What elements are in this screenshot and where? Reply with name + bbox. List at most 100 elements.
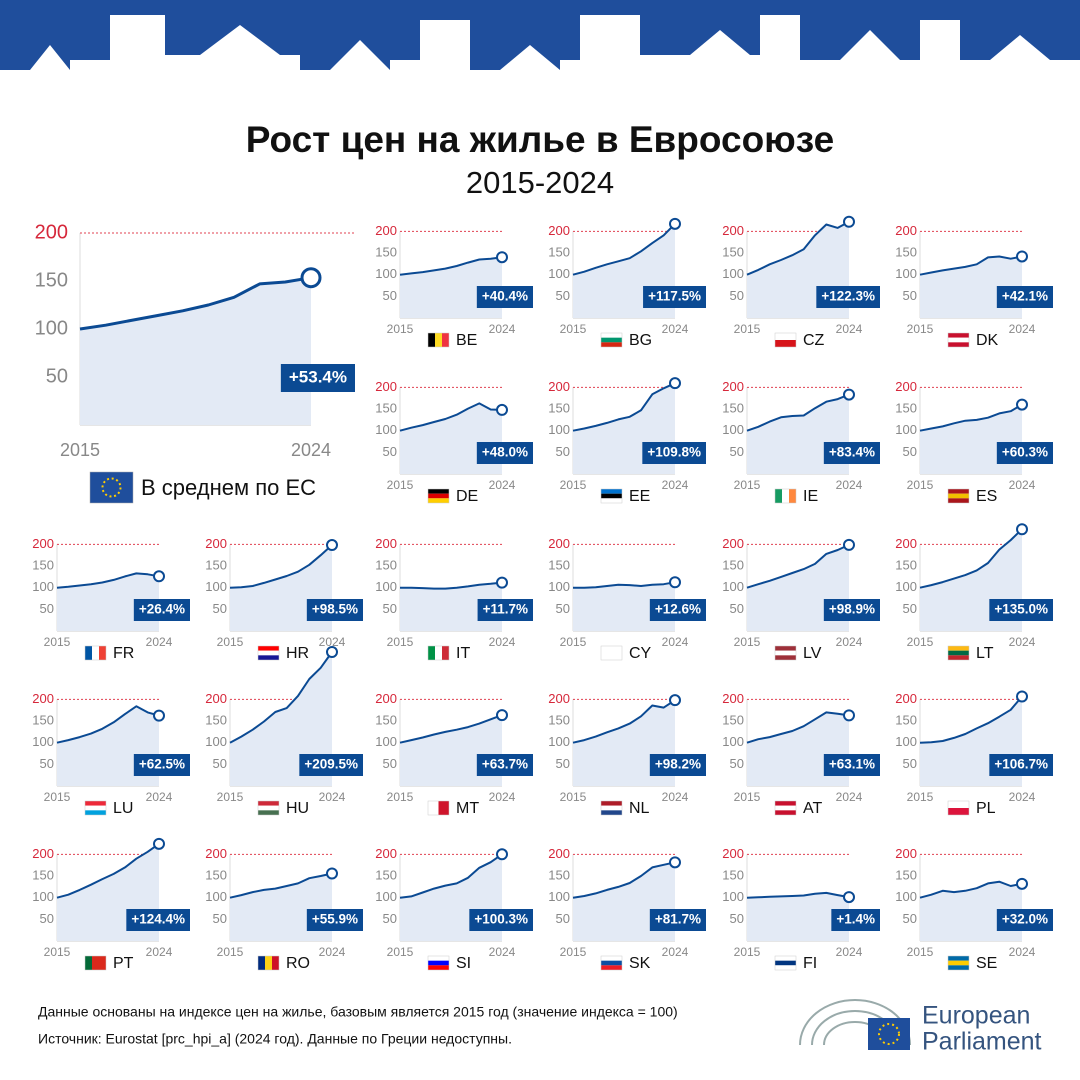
flag-stripe [948, 342, 969, 347]
flag-border [427, 332, 450, 348]
line [572, 861, 676, 899]
area [80, 277, 311, 425]
change-badge [299, 754, 363, 776]
y-tick-label: 100 [375, 734, 397, 749]
flag-border [427, 800, 450, 816]
change-badge [816, 286, 880, 308]
y-tick-label: 150 [205, 712, 227, 727]
x-tick-label: 2015 [907, 635, 934, 649]
y-tick-label: 200 [205, 536, 227, 551]
flag-stripe [601, 342, 622, 347]
end-marker [496, 709, 508, 722]
flag-stripe [442, 333, 449, 347]
y-tick-label: 200 [895, 846, 917, 861]
y-tick-label: 50 [46, 365, 68, 387]
y-tick-label: 150 [35, 269, 68, 291]
flag-stripe [948, 956, 969, 961]
flag-stripe [92, 956, 99, 970]
area [747, 712, 849, 786]
line [79, 276, 312, 331]
x-tick-label: 2024 [662, 322, 689, 336]
y-tick-label: 200 [548, 223, 570, 238]
end-marker [153, 570, 165, 583]
y-tick-label: 50 [556, 444, 570, 459]
line [229, 651, 333, 744]
country-label: PL [976, 800, 996, 817]
change-badge [996, 286, 1053, 308]
flag-stripe [601, 333, 622, 338]
country-label: FI [803, 955, 817, 972]
x-tick-label: 2024 [489, 478, 516, 492]
y-tick-label: 200 [722, 536, 744, 551]
line [919, 528, 1023, 589]
y-tick-label: 200 [375, 846, 397, 861]
y-tick-label: 50 [903, 288, 917, 303]
change-badge [133, 599, 190, 621]
footnote: Данные основаны на индексе цен на жилье,… [38, 1004, 678, 1020]
flag-border [600, 800, 623, 816]
flag-stripe [258, 646, 279, 651]
y-tick-label: 100 [548, 579, 570, 594]
change-label: +53.4% [289, 367, 347, 386]
end-marker [669, 217, 681, 230]
country-label: NL [629, 800, 650, 817]
flag-border [600, 332, 623, 348]
area [747, 394, 849, 474]
flag-border [774, 955, 797, 971]
y-tick-label: 50 [730, 756, 744, 771]
flag-stripe [775, 956, 796, 961]
x-tick-label: 2015 [387, 945, 414, 959]
x-tick-label: 2015 [387, 790, 414, 804]
flag-stripe [775, 960, 796, 966]
y-tick-label: 50 [40, 911, 54, 926]
change-label: +63.7% [482, 757, 528, 772]
country-label: HU [286, 800, 309, 817]
flag-stripe [428, 956, 449, 961]
y-tick-label: 150 [375, 400, 397, 415]
x-tick-label: 2024 [662, 790, 689, 804]
flag-border [427, 645, 450, 661]
y-tick-label: 100 [205, 889, 227, 904]
x-tick-label: 2024 [489, 945, 516, 959]
y-tick-label: 200 [548, 846, 570, 861]
x-tick-label: 2015 [217, 790, 244, 804]
flag-stripe [601, 805, 622, 811]
country-label: SI [456, 955, 471, 972]
y-tick-label: 200 [375, 223, 397, 238]
x-tick-label: 2015 [560, 945, 587, 959]
x-tick-label: 2024 [489, 635, 516, 649]
flag-border [947, 332, 970, 348]
x-tick-label: 2015 [560, 790, 587, 804]
y-tick-label: 50 [213, 601, 227, 616]
change-label: +98.2% [655, 757, 701, 772]
area [920, 256, 1022, 318]
y-tick-label: 50 [383, 756, 397, 771]
x-tick-label: 2024 [319, 635, 346, 649]
y-tick-label: 100 [375, 266, 397, 281]
flag-stripe [775, 340, 796, 347]
end-marker [1016, 690, 1028, 703]
y-tick-label: 100 [32, 889, 54, 904]
flag-border [257, 800, 280, 816]
flag-stripe [428, 489, 449, 494]
end-marker [326, 867, 338, 880]
area [573, 700, 675, 786]
line [399, 853, 503, 899]
flag-border [947, 488, 970, 504]
y-tick-label: 100 [895, 266, 917, 281]
change-label: +81.7% [655, 912, 701, 927]
y-tick-label: 150 [722, 867, 744, 882]
end-marker [669, 856, 681, 869]
ep-logo: European Parliament [799, 999, 1042, 1056]
change-label: +60.3% [1002, 445, 1048, 460]
change-badge [823, 442, 880, 464]
x-tick-label: 2015 [44, 790, 71, 804]
y-tick-label: 50 [383, 911, 397, 926]
flag-border [947, 800, 970, 816]
flag-stripe [272, 956, 279, 970]
change-label: +124.4% [131, 912, 185, 927]
x-tick-label: 2015 [387, 635, 414, 649]
x-tick-label: 2024 [146, 790, 173, 804]
y-tick-label: 150 [895, 557, 917, 572]
x-tick-label: 2024 [836, 635, 863, 649]
